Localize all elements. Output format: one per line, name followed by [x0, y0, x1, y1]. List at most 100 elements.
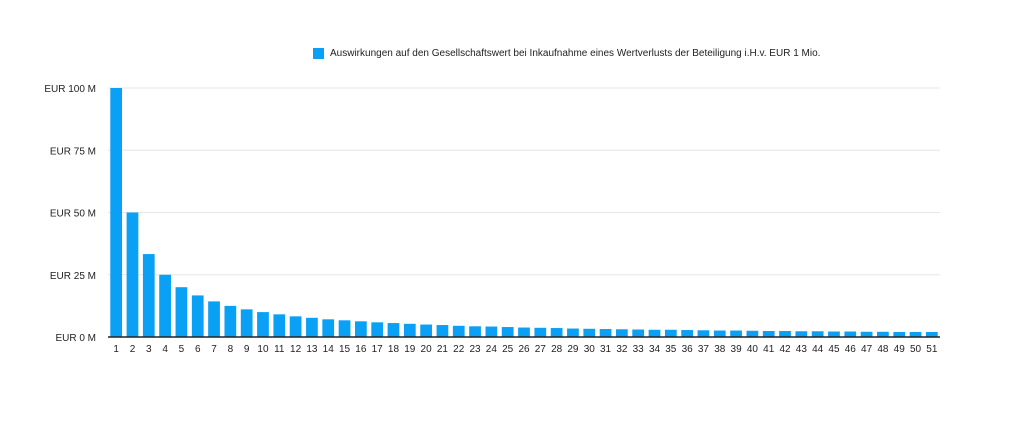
bar[interactable] — [583, 328, 596, 337]
legend[interactable]: Auswirkungen auf den Gesellschaftswert b… — [313, 48, 820, 59]
bar[interactable] — [762, 331, 775, 337]
x-tick-label: 37 — [698, 344, 710, 355]
legend-swatch — [313, 48, 324, 59]
x-tick-label: 39 — [731, 344, 743, 355]
x-tick-label: 17 — [372, 344, 384, 355]
x-tick-label: 7 — [211, 344, 217, 355]
bar[interactable] — [550, 328, 563, 337]
x-tick-label: 9 — [244, 344, 250, 355]
bar[interactable] — [795, 331, 808, 337]
bar[interactable] — [126, 212, 139, 338]
x-tick-label: 10 — [257, 344, 269, 355]
bar[interactable] — [664, 329, 677, 337]
x-tick-label: 27 — [535, 344, 547, 355]
bar[interactable] — [469, 326, 481, 337]
x-tick-label: 26 — [518, 344, 530, 355]
y-tick-label: EUR 0 M — [55, 333, 96, 344]
bar[interactable] — [534, 327, 547, 337]
x-tick-label: 34 — [649, 344, 661, 355]
grid-lines — [108, 87, 940, 276]
bar[interactable] — [925, 332, 938, 337]
x-tick-label: 48 — [877, 344, 889, 355]
x-tick-label: 32 — [616, 344, 628, 355]
bar[interactable] — [224, 305, 237, 337]
x-tick-label: 20 — [421, 344, 433, 355]
x-tick-label: 1 — [113, 344, 119, 355]
x-tick-label: 3 — [146, 344, 152, 355]
bar[interactable] — [730, 330, 742, 337]
bar[interactable] — [518, 327, 530, 337]
bar[interactable] — [420, 324, 432, 337]
x-axis-ticks: 1 2 3 4 5 6 7 8 9 10 11 12 13 14 15 16 17 18 19 20 21 22 23 24 2… — [113, 344, 937, 355]
x-tick-label: 21 — [437, 344, 449, 355]
bar[interactable] — [354, 321, 367, 337]
x-tick-label: 11 — [274, 344, 285, 355]
bar[interactable] — [371, 322, 384, 337]
bar[interactable] — [142, 254, 155, 337]
bar[interactable] — [779, 331, 791, 337]
bar[interactable] — [240, 309, 253, 337]
x-tick-label: 18 — [388, 344, 400, 355]
bar[interactable] — [289, 316, 302, 337]
y-tick-label: EUR 50 M — [50, 209, 96, 220]
x-tick-label: 15 — [339, 344, 351, 355]
y-axis-ticks: EUR 0 M EUR 25 M EUR 50 M EUR 75 M EUR 100 M — [44, 84, 96, 344]
x-tick-label: 41 — [763, 344, 775, 355]
x-tick-label: 14 — [323, 344, 335, 355]
x-tick-label: 8 — [228, 344, 234, 355]
x-tick-label: 47 — [861, 344, 873, 355]
bar[interactable] — [877, 331, 889, 337]
bar[interactable] — [110, 88, 123, 337]
bar[interactable] — [713, 330, 726, 337]
bar[interactable] — [501, 327, 514, 337]
bar[interactable] — [893, 332, 906, 337]
x-tick-label: 33 — [633, 344, 645, 355]
bar[interactable] — [159, 274, 171, 337]
bar[interactable] — [273, 314, 286, 337]
bar[interactable] — [697, 330, 710, 337]
bar[interactable] — [632, 329, 645, 337]
bar[interactable] — [828, 331, 840, 337]
bar[interactable] — [616, 329, 628, 337]
bar[interactable] — [306, 317, 318, 337]
bar[interactable] — [844, 331, 857, 337]
x-tick-label: 50 — [910, 344, 922, 355]
bar[interactable] — [452, 325, 465, 337]
x-tick-label: 30 — [584, 344, 596, 355]
x-tick-label: 45 — [828, 344, 840, 355]
y-tick-label: EUR 75 M — [50, 146, 96, 157]
bar[interactable] — [436, 325, 449, 337]
x-tick-label: 44 — [812, 344, 824, 355]
x-tick-label: 43 — [796, 344, 808, 355]
bar[interactable] — [681, 330, 694, 337]
bar[interactable] — [403, 323, 416, 337]
bar[interactable] — [599, 329, 612, 337]
x-tick-label: 46 — [845, 344, 857, 355]
bar[interactable] — [811, 331, 824, 337]
x-tick-label: 22 — [453, 344, 465, 355]
bar[interactable] — [860, 331, 873, 337]
x-tick-label: 28 — [551, 344, 563, 355]
bar[interactable] — [191, 295, 204, 337]
bar[interactable] — [648, 329, 661, 337]
x-tick-label: 12 — [290, 344, 302, 355]
x-tick-label: 49 — [894, 344, 906, 355]
x-tick-label: 29 — [567, 344, 579, 355]
y-tick-label: EUR 100 M — [44, 84, 96, 95]
bar[interactable] — [257, 312, 269, 337]
bar[interactable] — [175, 287, 188, 337]
bar[interactable] — [909, 332, 922, 337]
x-tick-label: 31 — [600, 344, 612, 355]
bar[interactable] — [208, 301, 220, 337]
x-tick-label: 38 — [714, 344, 726, 355]
bar[interactable] — [746, 330, 759, 337]
bar[interactable] — [387, 323, 400, 337]
x-tick-label: 36 — [682, 344, 694, 355]
bar[interactable] — [322, 319, 335, 337]
bar[interactable] — [485, 326, 498, 337]
bar[interactable] — [567, 328, 579, 337]
x-tick-label: 23 — [469, 344, 481, 355]
bar[interactable] — [338, 320, 351, 337]
